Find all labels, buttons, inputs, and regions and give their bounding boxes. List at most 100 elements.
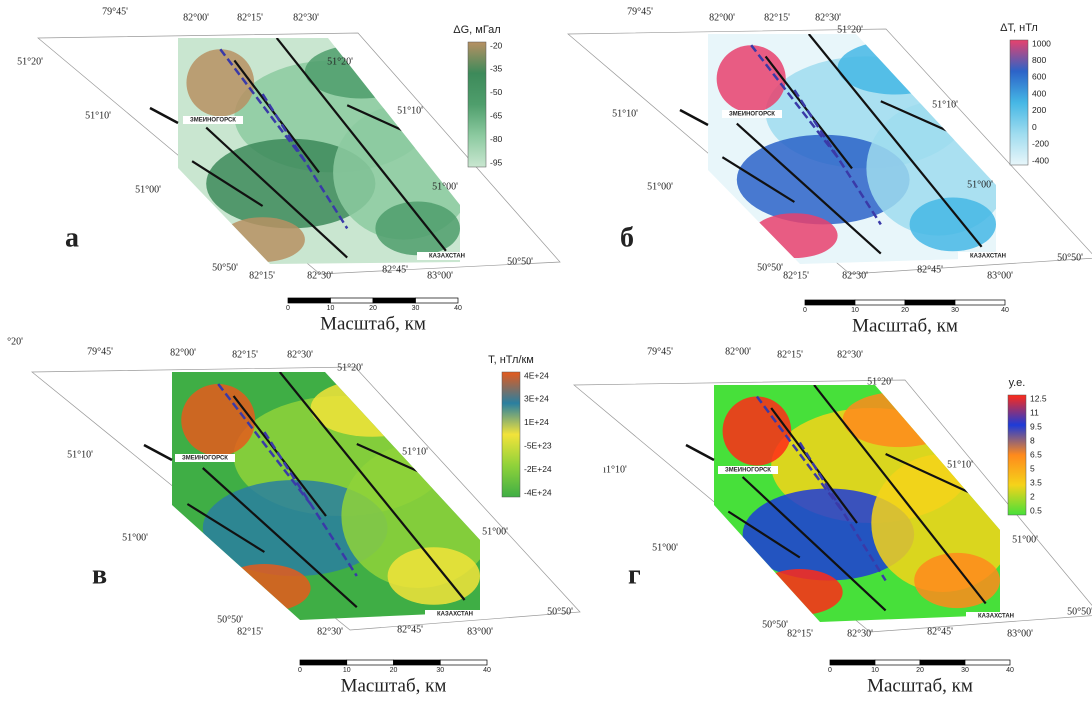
scale-tick: 40 <box>483 667 491 674</box>
scale-title: Масштаб, км <box>867 675 973 696</box>
coordinate-label: 82°00' <box>183 12 209 23</box>
scale-segment <box>394 660 441 665</box>
scale-segment <box>288 298 331 303</box>
coordinate-label: 50°50' <box>507 256 533 267</box>
scale-segment <box>805 300 855 305</box>
map-body <box>714 385 1014 625</box>
legend-tick: -2E+24 <box>524 464 552 474</box>
legend-tick: -95 <box>490 157 503 167</box>
map-zone <box>723 397 792 466</box>
legend-tick: 8 <box>1030 435 1035 445</box>
panel-letter: в <box>92 559 107 590</box>
legend-tick: -20 <box>490 40 503 50</box>
scale-tick: 0 <box>828 667 832 674</box>
scale-segment <box>331 298 374 303</box>
scale-segment <box>440 660 487 665</box>
legend-bar <box>468 42 486 167</box>
coordinate-label: 51°10' <box>67 449 93 460</box>
scale-tick: 20 <box>901 307 909 314</box>
legend-tick: 6.5 <box>1030 449 1042 459</box>
scale-tick: 20 <box>390 667 398 674</box>
figure: а79°45'82°00'82°15'82°30'51°20'51°20'51°… <box>0 0 1092 704</box>
scale-segment <box>373 298 416 303</box>
coordinate-label: 51°00' <box>652 542 678 553</box>
scale-tick: 10 <box>851 307 859 314</box>
legend-tick: -5E+23 <box>524 440 552 450</box>
coordinate-label: 79°45' <box>87 346 113 357</box>
map-zone <box>757 569 843 615</box>
coordinate-label: 79°45' <box>102 6 128 17</box>
coordinate-label: 82°30' <box>815 12 841 23</box>
coordinate-label: 82°30' <box>847 628 873 639</box>
legend-tick: -80 <box>490 134 503 144</box>
map-zone <box>914 553 1000 608</box>
coordinate-label: 51°10' <box>947 459 973 470</box>
coordinate-label: 51°10' <box>932 99 958 110</box>
coordinate-label: 50°50' <box>212 262 238 273</box>
coordinate-label: 82°15' <box>237 626 263 637</box>
coordinate-label: °20' <box>7 336 23 347</box>
scale-tick: 40 <box>454 305 462 312</box>
scale-tick: 20 <box>916 667 924 674</box>
scale-tick: 40 <box>1006 667 1014 674</box>
coordinate-label: 51°00' <box>432 181 458 192</box>
legend-tick: -200 <box>1032 139 1049 149</box>
place-name: КАЗАХСТАН <box>978 614 1014 620</box>
map-zone <box>751 213 837 258</box>
coordinate-label: 82°15' <box>232 349 258 360</box>
scale-segment <box>920 660 965 665</box>
place-name: КАЗАХСТАН <box>437 612 473 618</box>
coordinate-label: 79°45' <box>627 6 653 17</box>
place-name: КАЗАХСТАН <box>970 254 1006 260</box>
coordinate-label: 82°00' <box>170 347 196 358</box>
coordinate-label: 82°30' <box>842 270 868 281</box>
map-body <box>178 38 474 272</box>
legend-tick: 800 <box>1032 55 1046 65</box>
scale-segment <box>955 300 1005 305</box>
legend-title: Т, нТл/км <box>488 354 534 366</box>
coordinate-label: 82°15' <box>237 12 263 23</box>
coordinate-label: 82°15' <box>787 628 813 639</box>
legend-tick: 600 <box>1032 72 1046 82</box>
coordinate-label: 82°30' <box>837 349 863 360</box>
coordinate-label: 51°00' <box>122 532 148 543</box>
coordinate-label: 82°00' <box>725 346 751 357</box>
legend-tick: 200 <box>1032 105 1046 115</box>
legend-title: у.е. <box>1009 377 1026 389</box>
map-zone <box>375 202 460 256</box>
legend-bar <box>1008 395 1026 515</box>
place-name: КАЗАХСТАН <box>429 254 465 260</box>
coordinate-label: 82°45' <box>927 626 953 637</box>
legend-tick: 2 <box>1030 491 1035 501</box>
coordinate-label: 51°10' <box>612 108 638 119</box>
legend-tick: 1E+24 <box>524 417 549 427</box>
coordinate-label: 82°30' <box>307 270 333 281</box>
scale-segment <box>965 660 1010 665</box>
legend-tick: -50 <box>490 87 503 97</box>
panel-letter: г <box>628 559 641 590</box>
scale-title: Масштаб, км <box>852 315 958 336</box>
legend-tick: -400 <box>1032 155 1049 165</box>
coordinate-label: 51°00' <box>482 526 508 537</box>
legend-bar <box>1010 40 1028 165</box>
coordinate-label: 50°50' <box>1067 606 1092 617</box>
fault-line <box>144 445 172 460</box>
coordinate-label: 82°15' <box>249 270 275 281</box>
scale-tick: 40 <box>1001 307 1009 314</box>
map-zone <box>220 217 305 262</box>
legend-tick: 1000 <box>1032 38 1051 48</box>
map-body <box>172 372 495 622</box>
map-zone <box>717 45 786 112</box>
coordinate-label: 51°00' <box>135 184 161 195</box>
fault-line <box>680 110 708 125</box>
coordinate-label: 82°30' <box>287 349 313 360</box>
legend-tick: 3.5 <box>1030 477 1042 487</box>
legend-tick: -35 <box>490 64 503 74</box>
scale-segment <box>855 300 905 305</box>
scale-tick: 30 <box>436 667 444 674</box>
coordinate-label: 82°15' <box>777 349 803 360</box>
coordinate-label: 82°45' <box>382 264 408 275</box>
scale-tick: 10 <box>871 667 879 674</box>
scale-tick: 0 <box>286 305 290 312</box>
map-zone <box>388 547 480 605</box>
